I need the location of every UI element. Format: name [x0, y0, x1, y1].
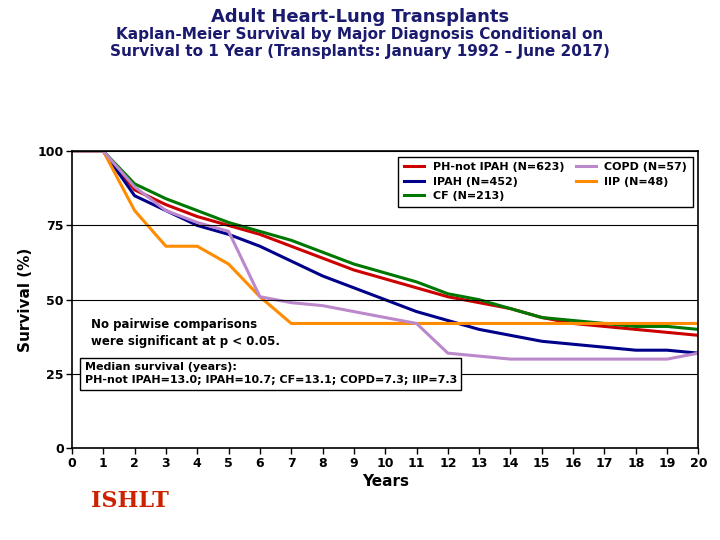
X-axis label: Years: Years: [361, 474, 409, 489]
Text: Kaplan-Meier Survival by Major Diagnosis Conditional on: Kaplan-Meier Survival by Major Diagnosis…: [117, 27, 603, 42]
Y-axis label: Survival (%): Survival (%): [18, 247, 33, 352]
Text: Median survival (years):
PH-not IPAH=13.0; IPAH=10.7; CF=13.1; COPD=7.3; IIP=7.3: Median survival (years): PH-not IPAH=13.…: [84, 362, 456, 385]
Text: No pairwise comparisons
were significant at p < 0.05.: No pairwise comparisons were significant…: [91, 318, 280, 348]
Text: JHLT. 2019 Oct; 38(10): 1015-1066: JHLT. 2019 Oct; 38(10): 1015-1066: [354, 520, 510, 529]
Text: ISHLT • INTERNATIONAL SOCIETY FOR HEART AND LUNG TRANSPLANTATION: ISHLT • INTERNATIONAL SOCIETY FOR HEART …: [11, 525, 248, 530]
Text: Adult Heart-Lung Transplants: Adult Heart-Lung Transplants: [211, 8, 509, 26]
Text: 2019: 2019: [403, 487, 461, 507]
Text: ISHLT: ISHLT: [91, 490, 168, 512]
Legend: PH-not IPAH (N=623), IPAH (N=452), CF (N=213), COPD (N=57), IIP (N=48): PH-not IPAH (N=623), IPAH (N=452), CF (N…: [398, 157, 693, 207]
Text: Survival to 1 Year (Transplants: January 1992 – June 2017): Survival to 1 Year (Transplants: January…: [110, 44, 610, 59]
